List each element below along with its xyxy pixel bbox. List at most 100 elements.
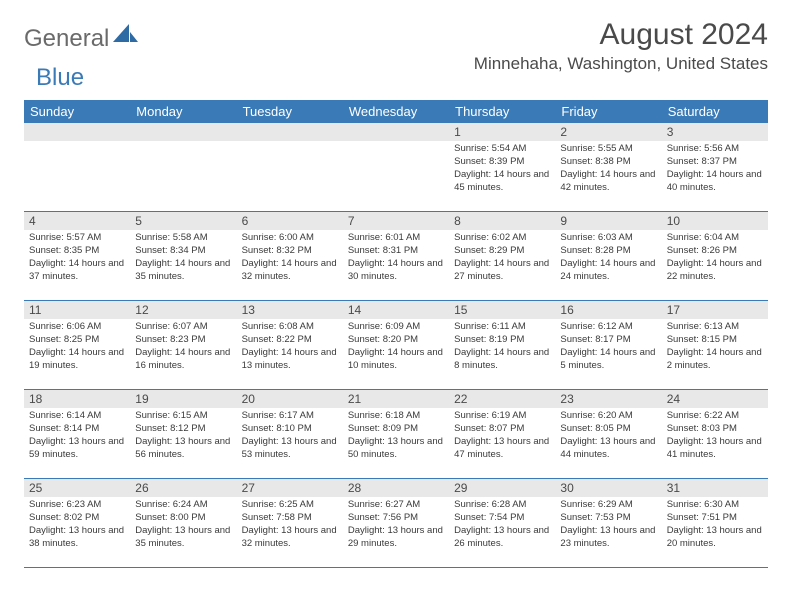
sunset-line: Sunset: 8:38 PM <box>560 156 656 169</box>
week-row: 1Sunrise: 5:54 AMSunset: 8:39 PMDaylight… <box>24 123 768 212</box>
sunrise-line: Sunrise: 6:01 AM <box>348 232 444 245</box>
logo-word1: General <box>24 25 109 53</box>
logo: General <box>24 18 139 53</box>
day-number: 3 <box>662 123 768 141</box>
day-cell: 30Sunrise: 6:29 AMSunset: 7:53 PMDayligh… <box>555 479 661 567</box>
day-cell: 18Sunrise: 6:14 AMSunset: 8:14 PMDayligh… <box>24 390 130 478</box>
daylight-line: Daylight: 14 hours and 37 minutes. <box>29 258 125 284</box>
day-cell: 11Sunrise: 6:06 AMSunset: 8:25 PMDayligh… <box>24 301 130 389</box>
day-number: 23 <box>555 390 661 408</box>
day-cell: 29Sunrise: 6:28 AMSunset: 7:54 PMDayligh… <box>449 479 555 567</box>
day-number: 26 <box>130 479 236 497</box>
sunset-line: Sunset: 8:37 PM <box>667 156 763 169</box>
day-cell: 10Sunrise: 6:04 AMSunset: 8:26 PMDayligh… <box>662 212 768 300</box>
sunset-line: Sunset: 8:15 PM <box>667 334 763 347</box>
sunrise-line: Sunrise: 5:55 AM <box>560 143 656 156</box>
day-number: 24 <box>662 390 768 408</box>
daylight-line: Daylight: 14 hours and 42 minutes. <box>560 169 656 195</box>
sunrise-line: Sunrise: 6:04 AM <box>667 232 763 245</box>
daylight-line: Daylight: 13 hours and 47 minutes. <box>454 436 550 462</box>
day-number: 15 <box>449 301 555 319</box>
sunset-line: Sunset: 8:35 PM <box>29 245 125 258</box>
logo-sail-icon <box>113 24 139 53</box>
day-number: 2 <box>555 123 661 141</box>
day-number: 4 <box>24 212 130 230</box>
weekday-col-1: Monday <box>130 100 236 123</box>
day-cell: 28Sunrise: 6:27 AMSunset: 7:56 PMDayligh… <box>343 479 449 567</box>
day-number: 31 <box>662 479 768 497</box>
sunrise-line: Sunrise: 6:25 AM <box>242 499 338 512</box>
day-cell: 15Sunrise: 6:11 AMSunset: 8:19 PMDayligh… <box>449 301 555 389</box>
day-number: 27 <box>237 479 343 497</box>
sunrise-line: Sunrise: 6:24 AM <box>135 499 231 512</box>
day-cell: 22Sunrise: 6:19 AMSunset: 8:07 PMDayligh… <box>449 390 555 478</box>
day-number: 29 <box>449 479 555 497</box>
weekday-col-4: Thursday <box>449 100 555 123</box>
daylight-line: Daylight: 14 hours and 45 minutes. <box>454 169 550 195</box>
week-row: 11Sunrise: 6:06 AMSunset: 8:25 PMDayligh… <box>24 301 768 390</box>
daylight-line: Daylight: 14 hours and 16 minutes. <box>135 347 231 373</box>
daylight-line: Daylight: 14 hours and 22 minutes. <box>667 258 763 284</box>
sunset-line: Sunset: 8:22 PM <box>242 334 338 347</box>
weekday-col-2: Tuesday <box>237 100 343 123</box>
day-cell: 6Sunrise: 6:00 AMSunset: 8:32 PMDaylight… <box>237 212 343 300</box>
day-number: 6 <box>237 212 343 230</box>
day-number: 10 <box>662 212 768 230</box>
daylight-line: Daylight: 13 hours and 59 minutes. <box>29 436 125 462</box>
daylight-line: Daylight: 14 hours and 8 minutes. <box>454 347 550 373</box>
daylight-line: Daylight: 13 hours and 50 minutes. <box>348 436 444 462</box>
sunrise-line: Sunrise: 6:13 AM <box>667 321 763 334</box>
calendar-page: General August 2024 Minnehaha, Washingto… <box>0 0 792 568</box>
location-subtitle: Minnehaha, Washington, United States <box>474 54 768 74</box>
day-number: 11 <box>24 301 130 319</box>
sunset-line: Sunset: 8:23 PM <box>135 334 231 347</box>
sunset-line: Sunset: 8:20 PM <box>348 334 444 347</box>
sunset-line: Sunset: 8:12 PM <box>135 423 231 436</box>
empty-cell <box>237 123 343 211</box>
day-cell: 14Sunrise: 6:09 AMSunset: 8:20 PMDayligh… <box>343 301 449 389</box>
sunrise-line: Sunrise: 6:22 AM <box>667 410 763 423</box>
sunset-line: Sunset: 8:34 PM <box>135 245 231 258</box>
sunrise-line: Sunrise: 6:27 AM <box>348 499 444 512</box>
daylight-line: Daylight: 14 hours and 27 minutes. <box>454 258 550 284</box>
sunset-line: Sunset: 8:03 PM <box>667 423 763 436</box>
daylight-line: Daylight: 13 hours and 53 minutes. <box>242 436 338 462</box>
sunset-line: Sunset: 7:56 PM <box>348 512 444 525</box>
calendar-body: 1Sunrise: 5:54 AMSunset: 8:39 PMDaylight… <box>24 123 768 568</box>
day-number: 20 <box>237 390 343 408</box>
day-cell: 12Sunrise: 6:07 AMSunset: 8:23 PMDayligh… <box>130 301 236 389</box>
day-cell: 5Sunrise: 5:58 AMSunset: 8:34 PMDaylight… <box>130 212 236 300</box>
day-cell: 26Sunrise: 6:24 AMSunset: 8:00 PMDayligh… <box>130 479 236 567</box>
daylight-line: Daylight: 13 hours and 56 minutes. <box>135 436 231 462</box>
day-number <box>343 123 449 141</box>
sunrise-line: Sunrise: 6:07 AM <box>135 321 231 334</box>
day-cell: 9Sunrise: 6:03 AMSunset: 8:28 PMDaylight… <box>555 212 661 300</box>
sunset-line: Sunset: 8:10 PM <box>242 423 338 436</box>
sunrise-line: Sunrise: 6:20 AM <box>560 410 656 423</box>
day-number: 25 <box>24 479 130 497</box>
sunrise-line: Sunrise: 6:17 AM <box>242 410 338 423</box>
daylight-line: Daylight: 13 hours and 35 minutes. <box>135 525 231 551</box>
sunrise-line: Sunrise: 6:30 AM <box>667 499 763 512</box>
day-number <box>24 123 130 141</box>
empty-cell <box>24 123 130 211</box>
day-cell: 21Sunrise: 6:18 AMSunset: 8:09 PMDayligh… <box>343 390 449 478</box>
sunset-line: Sunset: 7:54 PM <box>454 512 550 525</box>
title-block: August 2024 Minnehaha, Washington, Unite… <box>474 18 768 74</box>
day-number: 16 <box>555 301 661 319</box>
sunrise-line: Sunrise: 6:02 AM <box>454 232 550 245</box>
day-number: 22 <box>449 390 555 408</box>
day-cell: 27Sunrise: 6:25 AMSunset: 7:58 PMDayligh… <box>237 479 343 567</box>
sunrise-line: Sunrise: 6:08 AM <box>242 321 338 334</box>
sunrise-line: Sunrise: 6:00 AM <box>242 232 338 245</box>
day-cell: 25Sunrise: 6:23 AMSunset: 8:02 PMDayligh… <box>24 479 130 567</box>
day-number: 14 <box>343 301 449 319</box>
sunset-line: Sunset: 8:19 PM <box>454 334 550 347</box>
sunset-line: Sunset: 8:29 PM <box>454 245 550 258</box>
daylight-line: Daylight: 14 hours and 13 minutes. <box>242 347 338 373</box>
day-number <box>237 123 343 141</box>
day-cell: 23Sunrise: 6:20 AMSunset: 8:05 PMDayligh… <box>555 390 661 478</box>
day-number: 5 <box>130 212 236 230</box>
weekday-col-5: Friday <box>555 100 661 123</box>
sunrise-line: Sunrise: 6:06 AM <box>29 321 125 334</box>
